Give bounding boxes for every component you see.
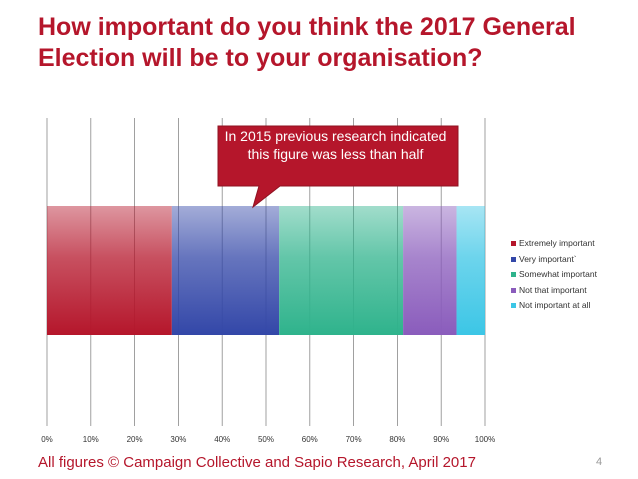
footer-credit: All figures © Campaign Collective and Sa… (38, 454, 476, 471)
x-tick-label: 0% (41, 435, 53, 444)
legend-label: Not that important (519, 284, 587, 295)
legend-item: Somewhat important (511, 267, 597, 283)
bar-segment-2 (171, 206, 280, 335)
bar-segment-3 (279, 206, 404, 335)
legend-item: Not important at all (511, 298, 597, 314)
x-tick-label: 30% (170, 435, 186, 444)
x-tick-label: 60% (302, 435, 318, 444)
legend-swatch (511, 303, 516, 309)
bar-segment-5 (456, 206, 485, 335)
legend-label: Not important at all (519, 300, 591, 310)
legend-label: Extremely important (519, 238, 595, 248)
bar-segment-4 (403, 206, 457, 335)
legend-item: Very important` (511, 252, 597, 268)
slide-title: How important do you think the 2017 Gene… (38, 13, 576, 72)
x-tick-label: 40% (214, 435, 230, 444)
x-tick-label: 100% (475, 435, 495, 444)
bar-segment-1 (47, 206, 172, 335)
x-tick-label: 80% (389, 435, 405, 444)
chart-legend: Extremely important Very important` Somewh… (511, 236, 597, 314)
legend-swatch (511, 272, 516, 278)
page-number: 4 (596, 456, 603, 468)
legend-swatch (511, 287, 516, 293)
x-tick-label: 20% (127, 435, 143, 444)
x-tick-label: 10% (83, 435, 99, 444)
legend-swatch (511, 256, 516, 262)
x-tick-label: 90% (433, 435, 449, 444)
legend-swatch (511, 241, 516, 247)
x-tick-label: 70% (346, 435, 362, 444)
callout-box (217, 125, 459, 209)
legend-label: Very important` (519, 253, 577, 264)
legend-item: Not that important (511, 283, 597, 299)
legend-label: Somewhat important (519, 269, 597, 279)
callout-shape (217, 125, 459, 209)
x-tick-label: 50% (258, 435, 274, 444)
legend-item: Extremely important (511, 236, 597, 252)
callout-text: In 2015 previous research indicated this… (224, 128, 447, 162)
